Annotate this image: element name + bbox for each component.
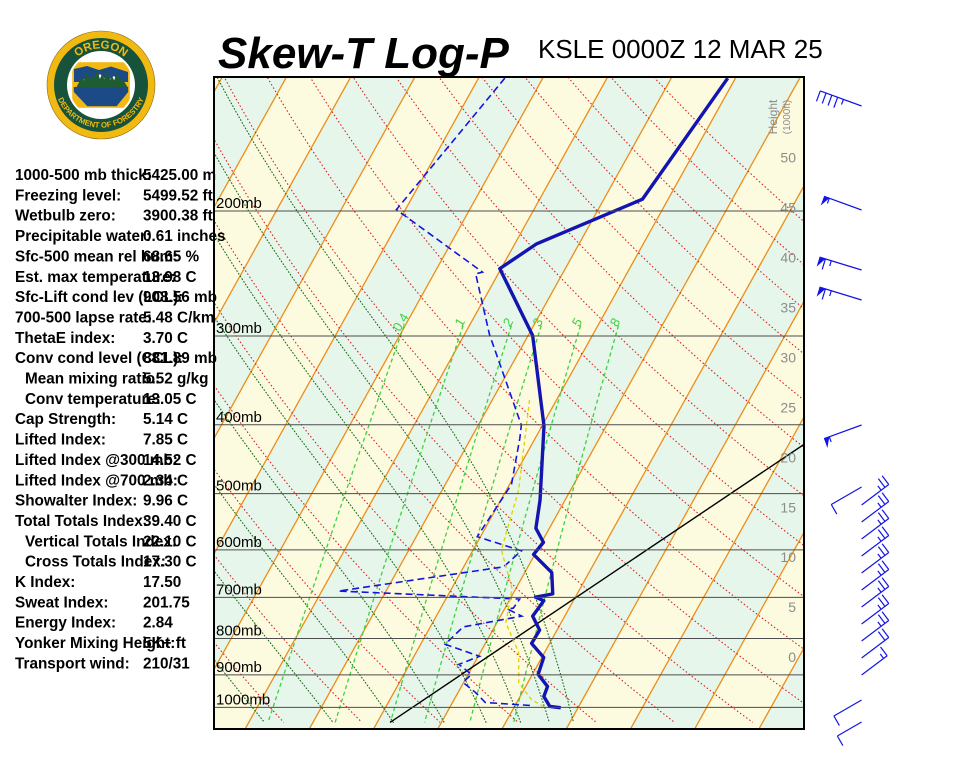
svg-text:Height: Height (766, 99, 780, 134)
svg-text:13.05 C: 13.05 C (143, 391, 197, 408)
svg-text:K Index:: K Index: (15, 574, 75, 591)
svg-text:15: 15 (780, 499, 796, 515)
svg-text:Freezing level:: Freezing level: (15, 187, 121, 204)
svg-text:300mb: 300mb (216, 320, 262, 337)
svg-text:14.52 C: 14.52 C (143, 452, 197, 469)
svg-text:201.75: 201.75 (143, 594, 190, 611)
svg-text:900mb: 900mb (216, 659, 262, 676)
svg-text:22.10 C: 22.10 C (143, 533, 197, 550)
svg-text:KSLE 0000Z 12 MAR 25: KSLE 0000Z 12 MAR 25 (538, 34, 823, 64)
svg-text:(1000ft): (1000ft) (782, 100, 793, 134)
svg-text:700mb: 700mb (216, 581, 262, 598)
svg-text:Wetbulb zero:: Wetbulb zero: (15, 208, 116, 225)
svg-text:1000-500 mb thick:: 1000-500 mb thick: (15, 167, 152, 184)
svg-text:Lifted Index:: Lifted Index: (15, 432, 106, 449)
svg-text:30: 30 (780, 349, 796, 365)
svg-text:5.52 g/kg: 5.52 g/kg (143, 371, 208, 388)
svg-text:Transport wind:: Transport wind: (15, 655, 130, 672)
svg-text:17.50: 17.50 (143, 574, 181, 591)
svg-text:20: 20 (780, 449, 796, 465)
svg-text:700-500 lapse rate:: 700-500 lapse rate: (15, 309, 152, 326)
svg-text:400mb: 400mb (216, 409, 262, 426)
svg-text:Mean mixing ratio:: Mean mixing ratio: (25, 371, 160, 388)
svg-text:Cap Strength:: Cap Strength: (15, 411, 116, 428)
svg-text:40: 40 (780, 250, 796, 266)
svg-text:25: 25 (780, 399, 796, 415)
svg-text:Energy Index:: Energy Index: (15, 615, 116, 632)
svg-text:0: 0 (788, 649, 796, 665)
svg-text:35: 35 (780, 300, 796, 316)
svg-text:Sweat Index:: Sweat Index: (15, 594, 109, 611)
svg-text:2.34 C: 2.34 C (143, 472, 188, 489)
svg-text:10: 10 (780, 549, 796, 565)
svg-text:5499.52 ft: 5499.52 ft (143, 187, 213, 204)
svg-text:5K+ ft: 5K+ ft (143, 635, 186, 652)
svg-text:800mb: 800mb (216, 623, 262, 640)
svg-text:9.96 C: 9.96 C (143, 493, 188, 510)
svg-text:1000mb: 1000mb (216, 691, 270, 708)
svg-text:ThetaE index:: ThetaE index: (15, 330, 115, 347)
svg-text:Total Totals Index:: Total Totals Index: (15, 513, 148, 530)
svg-text:68.65 %: 68.65 % (143, 248, 200, 265)
svg-text:Skew-T Log-P: Skew-T Log-P (218, 29, 510, 78)
svg-text:13.98 C: 13.98 C (143, 269, 197, 286)
svg-text:5.48 C/km: 5.48 C/km (143, 309, 214, 326)
svg-text:908.56 mb: 908.56 mb (143, 289, 217, 306)
svg-text:5425.00 m: 5425.00 m (143, 167, 216, 184)
svg-text:3900.38 ft: 3900.38 ft (143, 208, 213, 225)
svg-text:2.84: 2.84 (143, 615, 173, 632)
svg-text:39.40 C: 39.40 C (143, 513, 197, 530)
svg-text:Conv temperature:: Conv temperature: (25, 391, 161, 408)
svg-text:600mb: 600mb (216, 534, 262, 551)
svg-text:5: 5 (788, 599, 796, 615)
svg-text:5.14 C: 5.14 C (143, 411, 188, 428)
svg-text:Showalter Index:: Showalter Index: (15, 493, 137, 510)
svg-text:881.89 mb: 881.89 mb (143, 350, 217, 367)
svg-text:500mb: 500mb (216, 478, 262, 495)
svg-text:17.30 C: 17.30 C (143, 554, 197, 571)
svg-text:Precipitable water:: Precipitable water: (15, 228, 151, 245)
svg-text:7.85 C: 7.85 C (143, 432, 188, 449)
svg-text:50: 50 (780, 150, 796, 166)
svg-text:200mb: 200mb (216, 195, 262, 212)
svg-text:3.70 C: 3.70 C (143, 330, 188, 347)
svg-text:210/31: 210/31 (143, 655, 190, 672)
svg-text:45: 45 (780, 200, 796, 216)
svg-text:0.61 inches: 0.61 inches (143, 228, 225, 245)
